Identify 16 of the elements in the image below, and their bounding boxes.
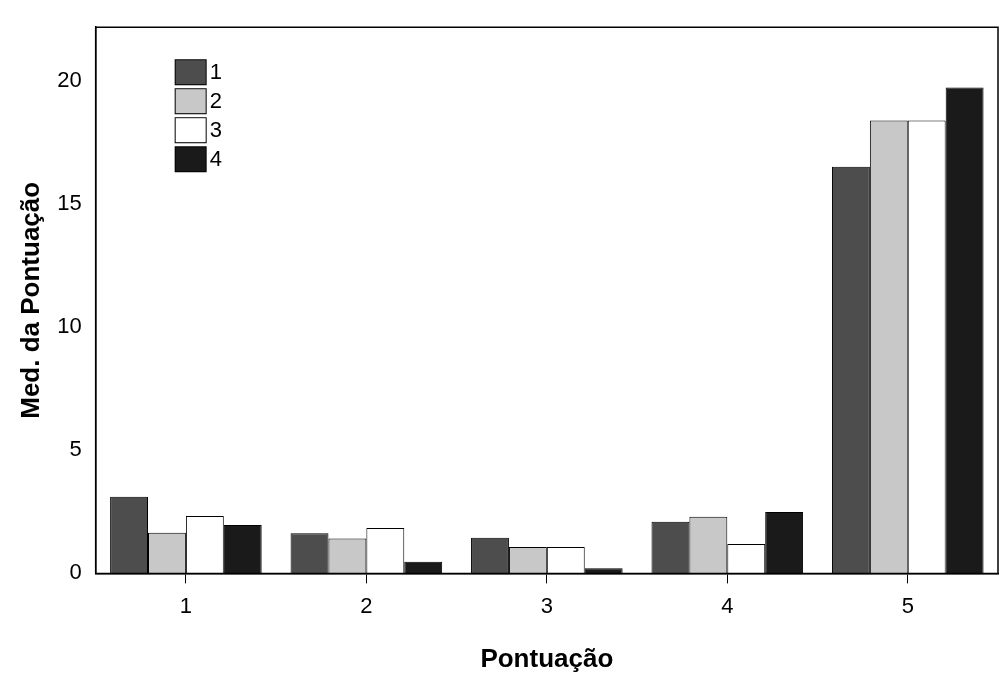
x-tick-label: 1 — [179, 592, 193, 618]
y-tick-label: 20 — [57, 67, 82, 93]
x-tick-label: 2 — [360, 592, 373, 618]
x-tick-label: 3 — [540, 592, 553, 618]
y-axis-title: Med. da Pontuação — [14, 181, 45, 419]
legend-label: 4 — [209, 146, 222, 172]
y-tick-label: 5 — [69, 436, 82, 462]
y-tick-label: 15 — [57, 190, 82, 216]
x-axis-title: Pontuação — [480, 642, 614, 673]
y-tick-label: 10 — [57, 313, 82, 339]
legend-label: 2 — [209, 88, 222, 114]
y-tick-label: 0 — [69, 559, 82, 585]
x-tick-label: 4 — [721, 592, 734, 618]
legend-label: 1 — [209, 59, 222, 85]
x-tick-label: 5 — [901, 592, 914, 618]
legend-label: 3 — [209, 117, 222, 143]
